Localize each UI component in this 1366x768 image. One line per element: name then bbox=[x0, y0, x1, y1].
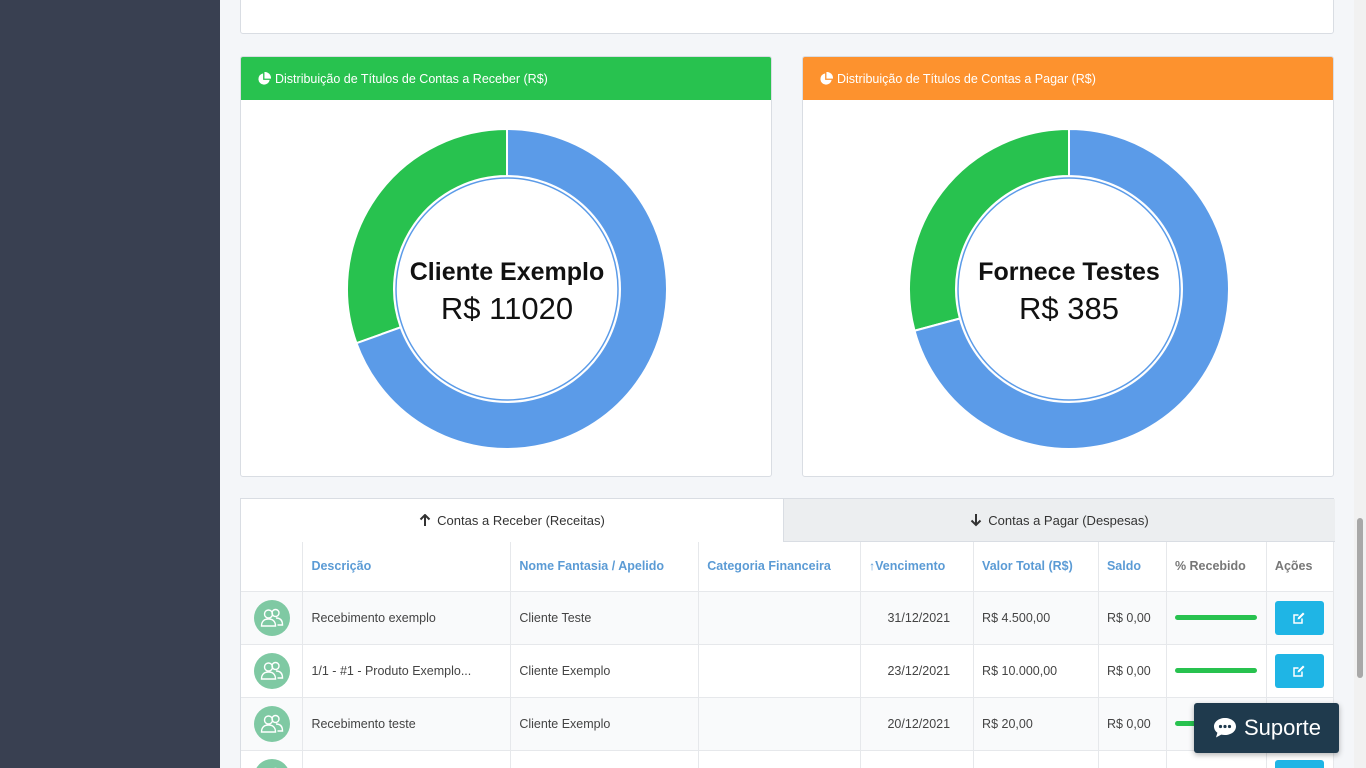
col-recebido: % Recebido bbox=[1166, 542, 1267, 592]
col-vencimento-label: Vencimento bbox=[875, 559, 946, 574]
users-icon bbox=[260, 661, 283, 680]
descricao-cell bbox=[302, 750, 512, 768]
avatar-cell bbox=[241, 697, 304, 751]
avatar-cell bbox=[241, 644, 304, 698]
scrollbar-thumb[interactable] bbox=[1357, 518, 1363, 678]
receivables-chart-panel: Distribuição de Títulos de Contas a Rece… bbox=[240, 56, 772, 477]
edit-button[interactable] bbox=[1274, 653, 1324, 688]
recebido-cell bbox=[1166, 750, 1267, 768]
payables-donut-chart: Fornece Testes R$ 385 bbox=[908, 127, 1230, 450]
chat-bubble-icon bbox=[1213, 718, 1236, 738]
payables-chart-header: Distribuição de Títulos de Contas a Paga… bbox=[803, 57, 1333, 100]
donut-inner-ring bbox=[395, 177, 619, 401]
col-categoria[interactable]: Categoria Financeira bbox=[698, 542, 862, 592]
client-avatar-icon bbox=[253, 705, 290, 742]
col-vencimento[interactable]: ↑Vencimento bbox=[860, 542, 975, 592]
client-avatar-icon bbox=[253, 758, 290, 768]
nome-fantasia-cell: Cliente Teste bbox=[510, 591, 700, 645]
users-icon bbox=[260, 608, 283, 627]
recebido-cell bbox=[1166, 644, 1267, 698]
arrow-up-icon bbox=[419, 514, 431, 526]
pie-chart-icon bbox=[258, 71, 271, 85]
edit-icon bbox=[1293, 612, 1305, 624]
vencimento-cell: 23/12/2021 bbox=[860, 644, 975, 698]
donut-segment-0[interactable] bbox=[913, 127, 1230, 450]
received-progress-bar bbox=[1174, 615, 1257, 620]
table-row: Recebimento teste Cliente Exemplo 20/12/20… bbox=[241, 697, 1335, 751]
col-acoes: Ações bbox=[1266, 542, 1335, 592]
table-row: Recebimento exemplo Cliente Teste 31/12/20… bbox=[241, 591, 1335, 645]
table-header-row: Descrição Nome Fantasia / Apelido Catego… bbox=[241, 542, 1335, 592]
recebido-cell bbox=[1166, 591, 1267, 645]
sidebar bbox=[0, 0, 220, 768]
vencimento-cell: 31/12/2021 bbox=[860, 591, 975, 645]
saldo-cell: R$ 0,00 bbox=[1098, 591, 1167, 645]
col-nome-fantasia[interactable]: Nome Fantasia / Apelido bbox=[510, 542, 700, 592]
categoria-cell bbox=[698, 697, 862, 751]
payables-chart-title: Distribuição de Títulos de Contas a Paga… bbox=[837, 71, 1096, 86]
support-button[interactable]: Suporte bbox=[1194, 703, 1339, 753]
saldo-cell: R$ 0,00 bbox=[1098, 644, 1167, 698]
tab-payables-label: Contas a Pagar (Despesas) bbox=[988, 512, 1149, 528]
descricao-cell: 1/1 - #1 - Produto Exemplo... bbox=[302, 644, 512, 698]
categoria-cell bbox=[698, 591, 862, 645]
col-valor-total[interactable]: Valor Total (R$) bbox=[973, 542, 1099, 592]
col-descricao[interactable]: Descrição bbox=[302, 542, 512, 592]
categoria-cell bbox=[698, 750, 862, 768]
tab-payables[interactable]: Contas a Pagar (Despesas) bbox=[784, 499, 1335, 542]
valor-total-cell: R$ 10.000,00 bbox=[973, 644, 1099, 698]
donut-segment-0[interactable] bbox=[355, 127, 668, 450]
tab-receivables-label: Contas a Receber (Receitas) bbox=[437, 513, 605, 528]
edit-icon bbox=[1293, 665, 1305, 677]
received-progress-bar bbox=[1174, 668, 1257, 673]
nome-fantasia-cell: Cliente Exemplo bbox=[510, 697, 700, 751]
users-icon bbox=[260, 714, 283, 733]
avatar-cell bbox=[241, 750, 304, 768]
nome-fantasia-cell bbox=[510, 750, 700, 768]
col-avatar bbox=[241, 542, 304, 592]
col-saldo[interactable]: Saldo bbox=[1098, 542, 1167, 592]
nome-fantasia-cell: Cliente Exemplo bbox=[510, 644, 700, 698]
users-icon bbox=[266, 767, 278, 768]
valor-total-cell: R$ 4.500,00 bbox=[973, 591, 1099, 645]
payables-center-value: R$ 385 bbox=[1019, 291, 1119, 326]
donut-segment-1[interactable] bbox=[346, 127, 508, 345]
avatar-cell bbox=[241, 591, 304, 645]
vencimento-cell bbox=[860, 750, 975, 768]
client-avatar-icon bbox=[253, 652, 290, 689]
accounts-tabs: Contas a Receber (Receitas) Contas a Pag… bbox=[241, 499, 1335, 542]
payables-chart-panel: Distribuição de Títulos de Contas a Paga… bbox=[802, 56, 1334, 477]
sort-asc-icon: ↑ bbox=[869, 559, 876, 574]
categoria-cell bbox=[698, 644, 862, 698]
acoes-cell bbox=[1266, 591, 1335, 645]
pie-chart-icon bbox=[820, 71, 833, 85]
edit-button[interactable] bbox=[1274, 600, 1324, 635]
top-card bbox=[240, 0, 1334, 34]
donut-inner-ring bbox=[957, 177, 1181, 401]
valor-total-cell: R$ 20,00 bbox=[973, 697, 1099, 751]
receivables-center-name: Cliente Exemplo bbox=[410, 258, 605, 286]
table-row: 1/1 - #1 - Produto Exemplo... Cliente Exe… bbox=[241, 644, 1335, 698]
saldo-cell: R$ 0,00 bbox=[1098, 697, 1167, 751]
payables-center-name: Fornece Testes bbox=[978, 258, 1160, 286]
edit-button[interactable] bbox=[1274, 759, 1324, 768]
acoes-cell bbox=[1266, 644, 1335, 698]
tab-receivables[interactable]: Contas a Receber (Receitas) bbox=[241, 499, 784, 542]
vencimento-cell: 20/12/2021 bbox=[860, 697, 975, 751]
receivables-table: Descrição Nome Fantasia / Apelido Catego… bbox=[241, 542, 1335, 768]
table-row bbox=[241, 750, 1335, 768]
receivables-chart-header: Distribuição de Títulos de Contas a Rece… bbox=[241, 57, 771, 100]
valor-total-cell bbox=[973, 750, 1099, 768]
acoes-cell bbox=[1266, 750, 1335, 768]
receivables-center-value: R$ 11020 bbox=[441, 291, 573, 326]
support-label: Suporte bbox=[1243, 715, 1322, 740]
accounts-table-card: Contas a Receber (Receitas) Contas a Pag… bbox=[240, 498, 1335, 768]
arrow-down-icon bbox=[971, 513, 982, 526]
saldo-cell bbox=[1098, 750, 1167, 768]
client-avatar-icon bbox=[253, 599, 290, 636]
receivables-donut-chart: Cliente Exemplo R$ 11020 bbox=[346, 127, 668, 450]
descricao-cell: Recebimento teste bbox=[302, 697, 512, 751]
descricao-cell: Recebimento exemplo bbox=[302, 591, 512, 645]
receivables-chart-title: Distribuição de Títulos de Contas a Rece… bbox=[275, 71, 548, 86]
